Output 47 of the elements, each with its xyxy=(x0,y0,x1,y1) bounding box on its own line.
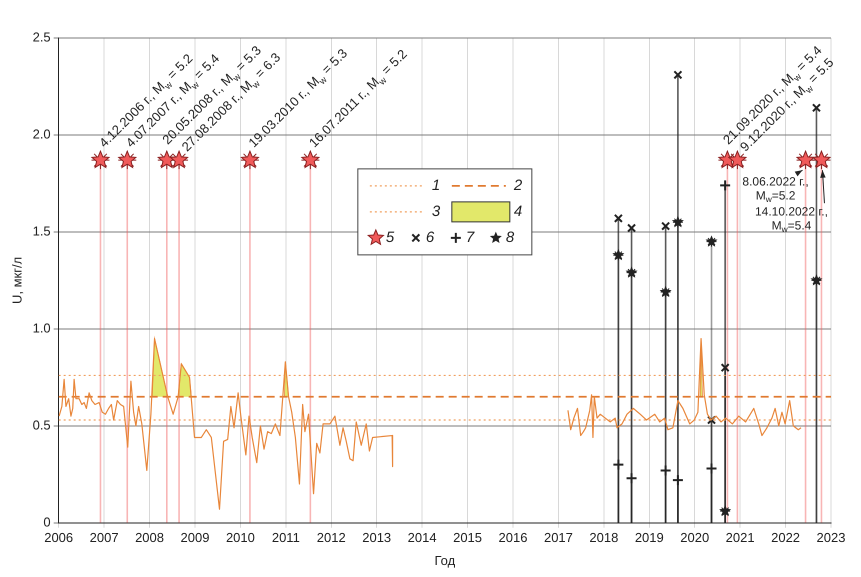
x-tick-label: 2022 xyxy=(771,530,800,546)
point xyxy=(706,415,716,425)
point xyxy=(614,214,623,223)
x-tick-label: 2011 xyxy=(272,530,300,546)
x-tick-label: 2021 xyxy=(726,530,755,546)
point xyxy=(660,464,672,476)
point xyxy=(719,179,732,192)
legend-label: 3 xyxy=(432,203,441,220)
x-tick-label: 2018 xyxy=(589,530,618,546)
y-tick-label: 1.5 xyxy=(32,224,51,238)
legend-label: 4 xyxy=(514,203,522,220)
point xyxy=(672,474,684,486)
legend-label: 6 xyxy=(426,229,435,246)
x-tick-label: 2010 xyxy=(226,530,255,546)
point xyxy=(812,103,821,112)
x-tick-label: 2017 xyxy=(544,530,573,546)
legend-label: 8 xyxy=(506,229,515,246)
x-tick-label: 2016 xyxy=(498,530,528,546)
y-tick-label: 0 xyxy=(43,514,51,530)
x-tick-label: 2012 xyxy=(316,530,346,546)
x-tick-label: 2015 xyxy=(453,530,482,546)
x-axis-title: Год xyxy=(434,552,456,568)
x-tick-label: 2008 xyxy=(135,530,164,546)
y-tick-label: 2.0 xyxy=(32,126,51,142)
x-tick-label: 2019 xyxy=(634,530,664,546)
point xyxy=(673,70,682,80)
point xyxy=(612,458,624,471)
x-tick-label: 2014 xyxy=(408,530,437,546)
x-tick-label: 2020 xyxy=(680,530,710,546)
point xyxy=(626,472,638,484)
legend-label: 7 xyxy=(466,229,475,246)
y-axis-title: U, мкг/л xyxy=(9,256,24,304)
legend-label: 2 xyxy=(512,177,523,194)
legend-label: 5 xyxy=(386,229,395,246)
point xyxy=(720,363,730,372)
point xyxy=(661,222,670,231)
x-tick-label: 2006 xyxy=(44,530,74,546)
x-tick-label: 2009 xyxy=(180,530,210,546)
y-tick-label: 0.5 xyxy=(32,417,51,432)
legend-label: 1 xyxy=(432,177,440,194)
y-tick-label: 1.0 xyxy=(32,320,51,336)
y-tick-label: 2.5 xyxy=(32,30,51,45)
x-tick-label: 2007 xyxy=(90,530,119,546)
x-tick-label: 2023 xyxy=(816,530,846,546)
point xyxy=(627,224,636,233)
x-tick-label: 2013 xyxy=(362,530,392,546)
point xyxy=(706,462,718,475)
